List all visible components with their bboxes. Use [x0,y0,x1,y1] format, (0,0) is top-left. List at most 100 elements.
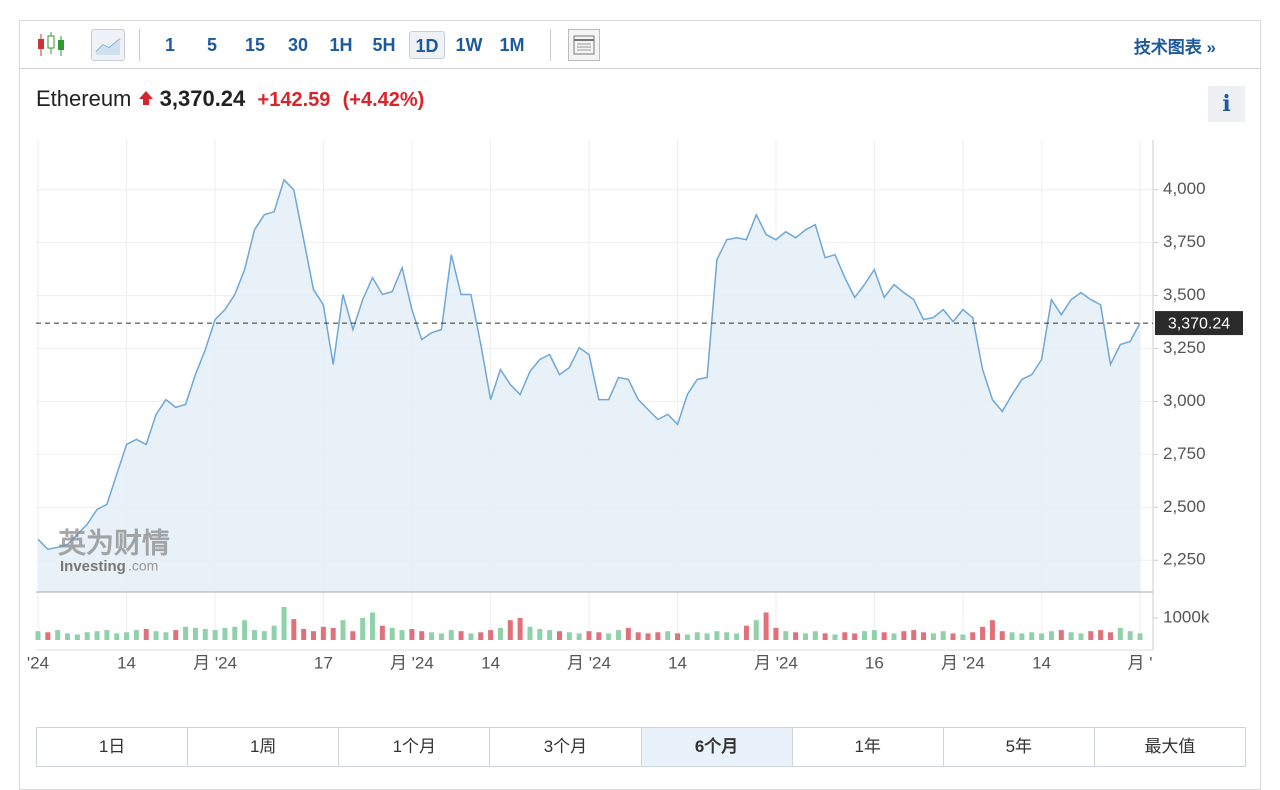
volume-bar [714,631,720,640]
volume-bar [350,631,356,640]
quote-header: Ethereum 3,370.24 +142.59 (+4.42%) [36,86,424,112]
y-tick-label: 2,500 [1163,497,1206,516]
volume-bar [1048,631,1054,640]
volume-bar [261,631,267,640]
volume-bar [832,634,838,640]
watermark-domain: .com [128,558,158,574]
volume-bar [812,631,818,640]
range-button[interactable]: 6个月 [640,728,792,766]
volume-bar [596,632,602,640]
volume-bar [989,620,995,640]
volume-bar [379,625,385,640]
volume-bar [163,632,169,640]
volume-bar [94,631,100,640]
interval-button[interactable]: 5H [372,35,396,55]
volume-bar [173,630,179,640]
info-button[interactable]: i [1208,86,1245,122]
toolbar: 技术图表 » 1 5 15 30 1H 5H 1D 1W 1M [20,21,1260,69]
interval-button[interactable]: 30 [287,35,309,55]
last-price-label: 3,370.24 [1168,315,1230,332]
volume-bar [370,612,376,640]
volume-bar [114,633,120,640]
range-button[interactable]: 最大值 [1093,728,1245,766]
volume-bar [822,633,828,640]
layout-icon[interactable] [568,29,600,61]
volume-bar [1039,633,1045,640]
range-button[interactable]: 1日 [98,737,126,756]
volume-bar [183,626,189,640]
asset-name: Ethereum [36,86,132,111]
volume-bar [153,631,159,640]
volume-bar [684,634,690,640]
volume-bar [940,631,946,640]
volume-bar [389,627,395,640]
volume-bar [468,633,474,640]
volume-bar [802,633,808,640]
volume-bar [74,634,80,640]
volume-bar [1019,633,1025,640]
volume-bar [675,633,681,640]
volume-bar [852,633,858,640]
x-tick-label: 17 [314,653,333,672]
volume-bar [478,632,484,640]
volume-bar [1068,632,1074,640]
interval-button[interactable]: 5 [206,35,217,55]
volume-bar [202,628,208,640]
volume-bar [124,632,130,640]
volume-bar [556,631,562,640]
volume-bar [655,632,661,640]
volume-tick-label: 1000k [1163,607,1210,626]
volume-bar [340,620,346,640]
volume-bar [419,631,425,640]
x-tick-label: 月 '24 [754,653,798,672]
volume-bar [1009,632,1015,640]
interval-button[interactable]: 1D [409,31,445,59]
line-icon[interactable] [91,29,125,61]
y-tick-label: 4,000 [1163,179,1206,198]
x-tick-label: 月 ' [1128,653,1153,672]
volume-bar [911,630,917,640]
range-button[interactable]: 3个月 [489,728,640,766]
volume-bar [635,632,641,640]
interval-button[interactable]: 1W [455,35,483,55]
volume-bar [507,620,513,640]
price-area [38,179,1140,593]
interval-button[interactable]: 15 [244,35,266,55]
volume-bar [232,626,238,640]
interval-button[interactable]: 1H [329,35,353,55]
volume-bar [35,631,41,640]
volume-bar [320,626,326,640]
volume-bar [921,632,927,640]
volume-bar [45,632,51,640]
volume-bar [222,627,228,640]
volume-bar [429,632,435,640]
volume-bar [724,632,730,640]
volume-bar [192,627,198,640]
volume-bar [399,630,405,640]
range-button[interactable]: 5年 [942,728,1094,766]
volume-bar [901,631,907,640]
interval-button[interactable]: 1 [164,35,175,55]
volume-bar [1088,631,1094,640]
range-button[interactable]: 1个月 [338,728,489,766]
separator [139,29,140,61]
x-tick-label: 14 [668,653,687,672]
range-button[interactable]: 1周 [187,728,338,766]
candle-icon[interactable] [36,30,66,60]
volume-bar [862,631,867,640]
volume-bar [488,630,494,640]
volume-bar [104,630,110,640]
technical-chart-link[interactable]: 技术图表 » [1133,38,1216,57]
volume-bar [753,620,759,640]
x-tick-label: 16 [865,653,884,672]
volume-bar [281,606,287,640]
volume-bar [271,625,277,640]
interval-button[interactable]: 1M [499,35,525,55]
volume-bar [527,626,533,640]
volume-bar [242,620,248,640]
range-button[interactable]: 1年 [791,728,943,766]
volume-bar [84,632,90,640]
volume-bar [970,632,976,640]
volume-bar [537,628,543,640]
